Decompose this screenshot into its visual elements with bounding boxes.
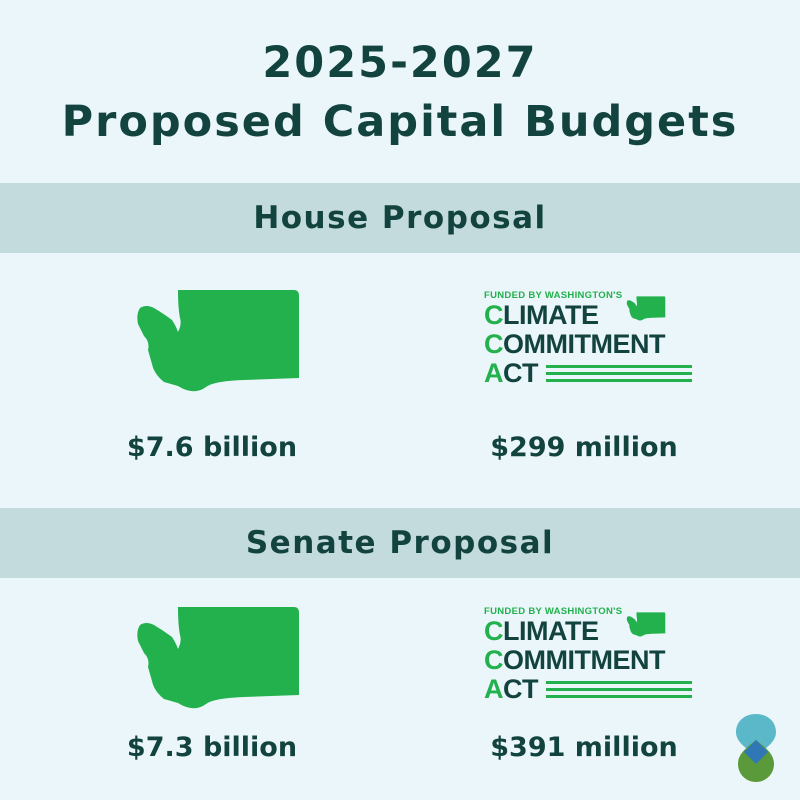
cca-line-commitment: COMMITMENT xyxy=(484,646,665,674)
cca-word: LIMATE xyxy=(503,300,599,330)
cca-line-act: ACT xyxy=(484,358,539,388)
cca-line-commitment: COMMITMENT xyxy=(484,330,665,358)
senate-cca-amount: $391 million xyxy=(490,732,678,763)
cca-logo: FUNDED BY WASHINGTON'S CLIMATE COMMITMEN… xyxy=(484,290,698,390)
washington-state-small-icon xyxy=(626,295,666,323)
cca-line-climate: CLIMATE xyxy=(484,616,599,646)
cca-word: LIMATE xyxy=(503,616,599,646)
cca-word: CT xyxy=(503,358,539,388)
cca-word: OMMITMENT xyxy=(503,329,665,359)
house-cca-amount: $299 million xyxy=(490,432,678,463)
house-proposal-heading: House Proposal xyxy=(0,183,800,253)
senate-total-amount: $7.3 billion xyxy=(126,732,298,763)
house-total-amount: $7.6 billion xyxy=(126,432,298,463)
cca-funded-by: FUNDED BY WASHINGTON'S xyxy=(484,290,623,301)
cca-line-climate: CLIMATE xyxy=(484,300,599,330)
drop-logo-icon xyxy=(734,712,778,784)
cca-initial: C xyxy=(484,616,504,646)
title-subtitle: Proposed Capital Budgets xyxy=(61,97,739,147)
cca-initial: A xyxy=(484,674,504,704)
cca-initial: C xyxy=(484,645,504,675)
title-years: 2025-2027 xyxy=(262,38,538,88)
cca-initial: A xyxy=(484,358,504,388)
cca-initial: C xyxy=(484,300,504,330)
page-title: 2025-2027 Proposed Capital Budgets xyxy=(0,34,800,152)
cca-stripes xyxy=(546,365,692,387)
cca-word: CT xyxy=(503,674,539,704)
cca-stripes xyxy=(546,681,692,703)
washington-state-icon xyxy=(134,288,302,398)
cca-word: OMMITMENT xyxy=(503,645,665,675)
cca-logo: FUNDED BY WASHINGTON'S CLIMATE COMMITMEN… xyxy=(484,606,698,706)
cca-funded-by: FUNDED BY WASHINGTON'S xyxy=(484,606,623,617)
cca-initial: C xyxy=(484,329,504,359)
cca-line-act: ACT xyxy=(484,674,539,704)
senate-proposal-heading: Senate Proposal xyxy=(0,508,800,578)
washington-state-icon xyxy=(134,605,302,715)
washington-state-small-icon xyxy=(626,611,666,639)
